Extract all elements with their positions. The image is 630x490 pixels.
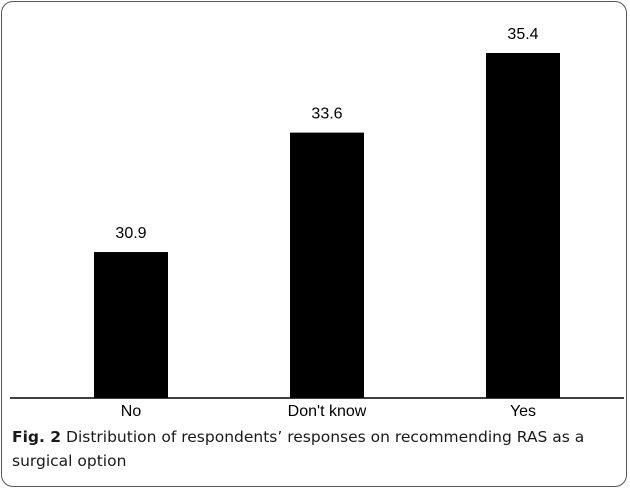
figure-caption: Fig. 2 Distribution of respondents’ resp… — [12, 425, 612, 473]
x-tick-labels-layer: No Don't know Yes — [121, 403, 536, 420]
bar-yes — [486, 53, 560, 398]
bar-chart: 30.9 33.6 35.4 No Don't know Yes — [10, 26, 624, 420]
value-label-yes: 35.4 — [507, 26, 538, 43]
bars-layer — [94, 53, 560, 398]
bar-don-t-know — [290, 132, 364, 398]
value-label-don-t-know: 33.6 — [311, 106, 342, 123]
x-tick-label-no: No — [121, 403, 142, 420]
bar-no — [94, 252, 168, 398]
figure-caption-text: Distribution of respondents’ responses o… — [12, 428, 585, 470]
value-label-no: 30.9 — [115, 225, 146, 242]
x-tick-label-yes: Yes — [510, 403, 536, 420]
value-labels-layer: 30.9 33.6 35.4 — [115, 26, 538, 242]
x-tick-label-don-t-know: Don't know — [288, 403, 367, 420]
figure-label: Fig. 2 — [12, 428, 62, 446]
